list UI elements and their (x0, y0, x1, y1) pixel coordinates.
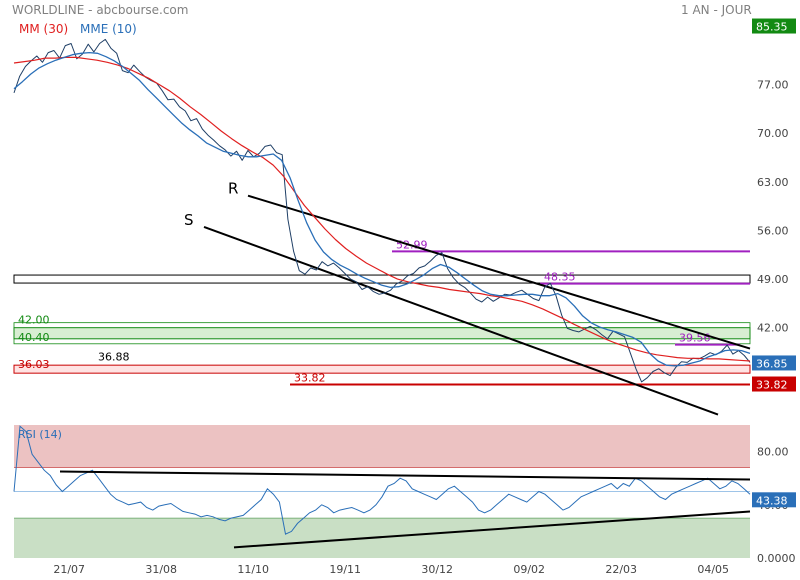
x-axis-tick: 11/10 (237, 563, 269, 576)
current-badge-0-text: 85.35 (756, 21, 788, 34)
rsi-current-badge-text: 43.38 (756, 494, 788, 507)
rsi-trendline-0 (59, 470, 751, 481)
rsi-line (13, 425, 751, 535)
x-axis-tick: 30/12 (421, 563, 453, 576)
x-axis-tick: 22/03 (605, 563, 637, 576)
level-label-2: 39.56 (679, 332, 711, 345)
level-label-3: 33.82 (294, 372, 326, 385)
price-zone-0 (13, 274, 751, 284)
trendline-label-R: R (228, 180, 238, 198)
price-y-tick: 42.00 (757, 322, 789, 335)
price-y-tick: 77.00 (757, 79, 789, 92)
chart-title: WORLDLINE - abcbourse.com (12, 3, 189, 17)
price-series-0 (13, 38, 751, 383)
price-y-tick: 56.00 (757, 224, 789, 237)
level-label-4: 36.88 (98, 350, 130, 363)
price-y-tick: 63.00 (757, 176, 789, 189)
price-series-1 (13, 56, 751, 362)
zone-label-36: 36.03 (18, 358, 50, 371)
current-badge-0-bg (752, 18, 796, 34)
rsi-title: RSI (14) (18, 428, 62, 441)
current-badge-1-text: 36.85 (756, 357, 788, 370)
price-zone-2 (13, 364, 751, 374)
x-axis-tick: 04/05 (697, 563, 729, 576)
legend-ema10: MME (10) (80, 22, 137, 36)
x-axis-tick: 19/11 (329, 563, 361, 576)
x-axis-tick: 31/08 (145, 563, 177, 576)
zone-label-42: 42.00 (18, 314, 50, 327)
price-zone-1 (13, 327, 751, 340)
price-series-2 (13, 51, 751, 367)
zone-label-40: 40.40 (18, 331, 50, 344)
price-y-tick: 70.00 (757, 127, 789, 140)
price-y-tick: 49.00 (757, 273, 789, 286)
current-badge-2-bg (752, 376, 796, 392)
rsi-trendline-1 (233, 510, 751, 549)
x-axis-tick: 21/07 (53, 563, 85, 576)
rsi-y-tick: 80.00 (757, 446, 789, 459)
trendline-R (247, 194, 751, 350)
green-zone-outline (13, 322, 751, 345)
rsi-overbought-zone (14, 425, 750, 468)
rsi-y-tick: 0.0000 (757, 552, 796, 565)
trendline-S (203, 226, 719, 416)
period-label[interactable]: 1 AN - JOUR (681, 3, 752, 17)
rsi-current-badge-bg (752, 492, 796, 508)
level-label-1: 48.35 (544, 271, 576, 284)
x-axis-tick: 09/02 (513, 563, 545, 576)
trendline-label-S: S (184, 211, 194, 229)
current-badge-2-text: 33.82 (756, 379, 788, 392)
legend-ma30: MM (30) (19, 22, 69, 36)
current-badge-1-bg (752, 355, 796, 371)
